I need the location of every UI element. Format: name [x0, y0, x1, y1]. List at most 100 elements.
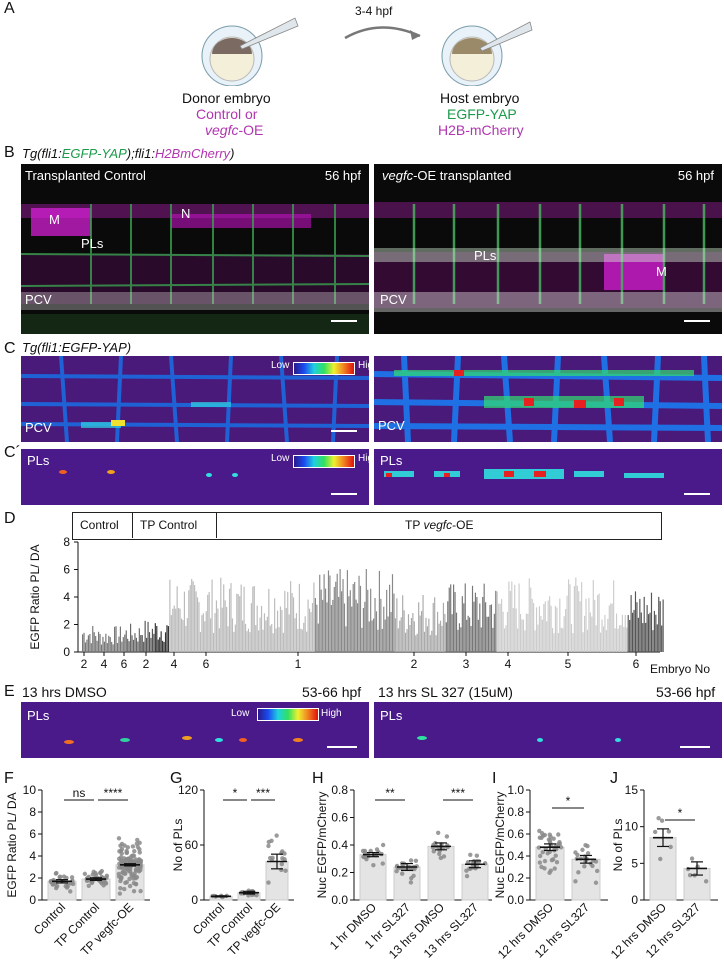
data-point	[593, 880, 599, 885]
b-right-time: 56 hpf	[677, 168, 714, 183]
embryo-label: 2	[143, 657, 150, 671]
data-point	[666, 829, 672, 834]
bar	[364, 601, 366, 652]
data-point	[394, 868, 399, 874]
data-point	[282, 851, 287, 856]
bar	[343, 603, 346, 652]
significance-label: *	[678, 806, 683, 820]
bar	[346, 570, 348, 652]
bar	[662, 599, 664, 652]
b-right-pcv: PCV	[380, 292, 407, 307]
y-tick-label: 2	[63, 618, 70, 632]
bar	[448, 587, 450, 652]
data-point	[135, 837, 140, 843]
bar	[597, 595, 599, 652]
y-tick-label: 0.6	[331, 811, 348, 825]
data-point	[134, 874, 140, 880]
bar	[384, 619, 386, 652]
bar	[287, 591, 289, 652]
bar	[239, 596, 241, 652]
bar	[418, 602, 420, 652]
data-point	[119, 851, 124, 856]
scale-bar	[331, 320, 357, 322]
c2-right-pls: PLs	[380, 453, 403, 468]
bar	[230, 583, 232, 652]
bar	[276, 610, 279, 652]
bar	[336, 573, 338, 652]
bar	[100, 644, 103, 652]
panel-e-right-image: PLs	[374, 702, 722, 758]
data-point	[70, 881, 76, 887]
bar	[595, 625, 597, 652]
data-point	[703, 879, 709, 884]
b-right-label: vegfc-OE transplanted	[382, 168, 512, 183]
bar	[454, 592, 456, 652]
embryo-label: 4	[101, 657, 108, 671]
bar	[361, 627, 363, 652]
data-point	[582, 864, 587, 869]
data-point	[464, 873, 470, 879]
y-tick-label: 0.4	[507, 849, 524, 863]
b-left-time: 56 hpf	[324, 168, 361, 183]
y-tick-label: 120	[178, 783, 198, 797]
bar	[528, 578, 530, 652]
bar	[247, 628, 250, 652]
data-point	[123, 880, 128, 886]
embryo-label: 5	[565, 657, 572, 671]
bar	[461, 596, 463, 652]
bar	[492, 627, 494, 652]
bar	[340, 591, 343, 652]
bar	[314, 597, 316, 652]
bar	[604, 615, 606, 652]
group-box	[72, 512, 662, 540]
bar	[453, 584, 455, 652]
bar	[83, 632, 85, 652]
panel-b-title: Tg(fli1:EGFP-YAP);fli1:H2BmCherry)	[22, 146, 235, 161]
bar	[518, 583, 520, 652]
bar	[646, 605, 648, 652]
bar	[482, 596, 484, 652]
data-point	[585, 851, 591, 856]
bar	[316, 604, 318, 652]
panel-g-letter: G	[170, 770, 183, 787]
bar	[260, 605, 263, 652]
y-tick-label: 0	[63, 645, 70, 659]
bar	[137, 641, 139, 652]
bar	[300, 628, 302, 652]
bar	[237, 594, 239, 652]
bar	[543, 604, 545, 652]
bar	[409, 625, 411, 652]
bar	[525, 613, 527, 652]
bar	[416, 633, 418, 652]
y-tick-label: 0.0	[331, 893, 348, 907]
panel-c-left-image: Low High PCV	[21, 356, 369, 442]
bar	[557, 633, 559, 652]
bar	[114, 626, 116, 652]
bar	[656, 624, 658, 652]
y-tick-label: 6	[29, 827, 36, 841]
bar	[351, 606, 353, 652]
bar	[575, 577, 577, 652]
data-point	[659, 818, 665, 823]
bar	[322, 599, 324, 652]
data-point	[124, 850, 130, 855]
bar	[295, 613, 298, 652]
bar	[652, 630, 654, 652]
bar	[179, 608, 181, 652]
bar	[611, 603, 613, 652]
bar	[515, 608, 517, 652]
bar	[354, 582, 356, 652]
bar	[313, 582, 315, 652]
bar	[659, 601, 661, 652]
y-tick-label: 0.2	[331, 866, 348, 880]
data-point	[68, 889, 73, 894]
bar	[349, 590, 351, 652]
b-right-m: M	[656, 264, 667, 279]
data-point	[413, 858, 419, 863]
bar	[220, 577, 222, 652]
bar	[323, 574, 325, 652]
bar	[103, 641, 105, 652]
bar	[156, 625, 158, 652]
y-tick-label: 8	[29, 805, 36, 819]
